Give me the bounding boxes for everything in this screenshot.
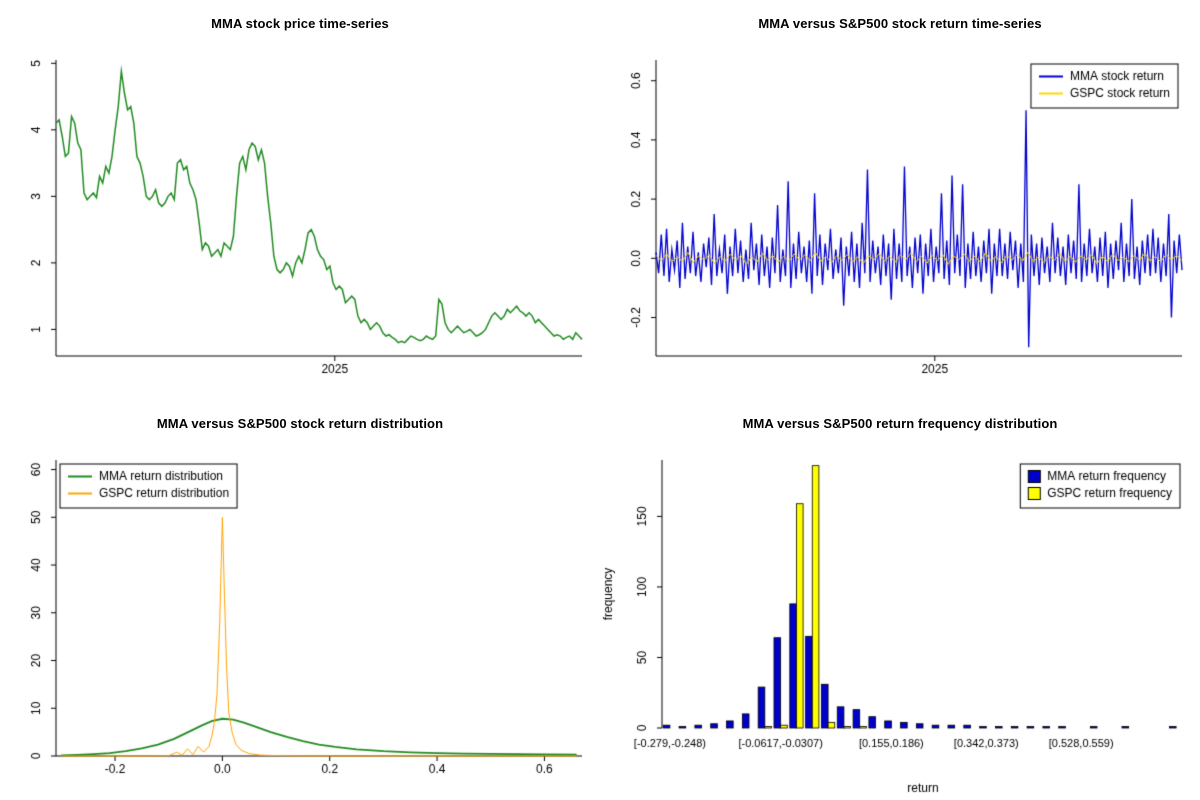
price-chart-panel: MMA stock price time-series [0,0,600,400]
return-frequency-canvas [600,444,1200,800]
return-frequency-title: MMA versus S&P500 return frequency distr… [742,416,1058,431]
return-distribution-canvas [0,444,600,800]
return-frequency-panel: MMA versus S&P500 return frequency distr… [600,400,1200,800]
return-distribution-panel: MMA versus S&P500 stock return distribut… [0,400,600,800]
return-timeseries-canvas [600,44,1200,400]
price-chart-title: MMA stock price time-series [211,16,389,31]
return-timeseries-title: MMA versus S&P500 stock return time-seri… [758,16,1042,31]
return-timeseries-panel: MMA versus S&P500 stock return time-seri… [600,0,1200,400]
price-chart-canvas [0,44,600,400]
return-distribution-title: MMA versus S&P500 stock return distribut… [156,416,444,431]
